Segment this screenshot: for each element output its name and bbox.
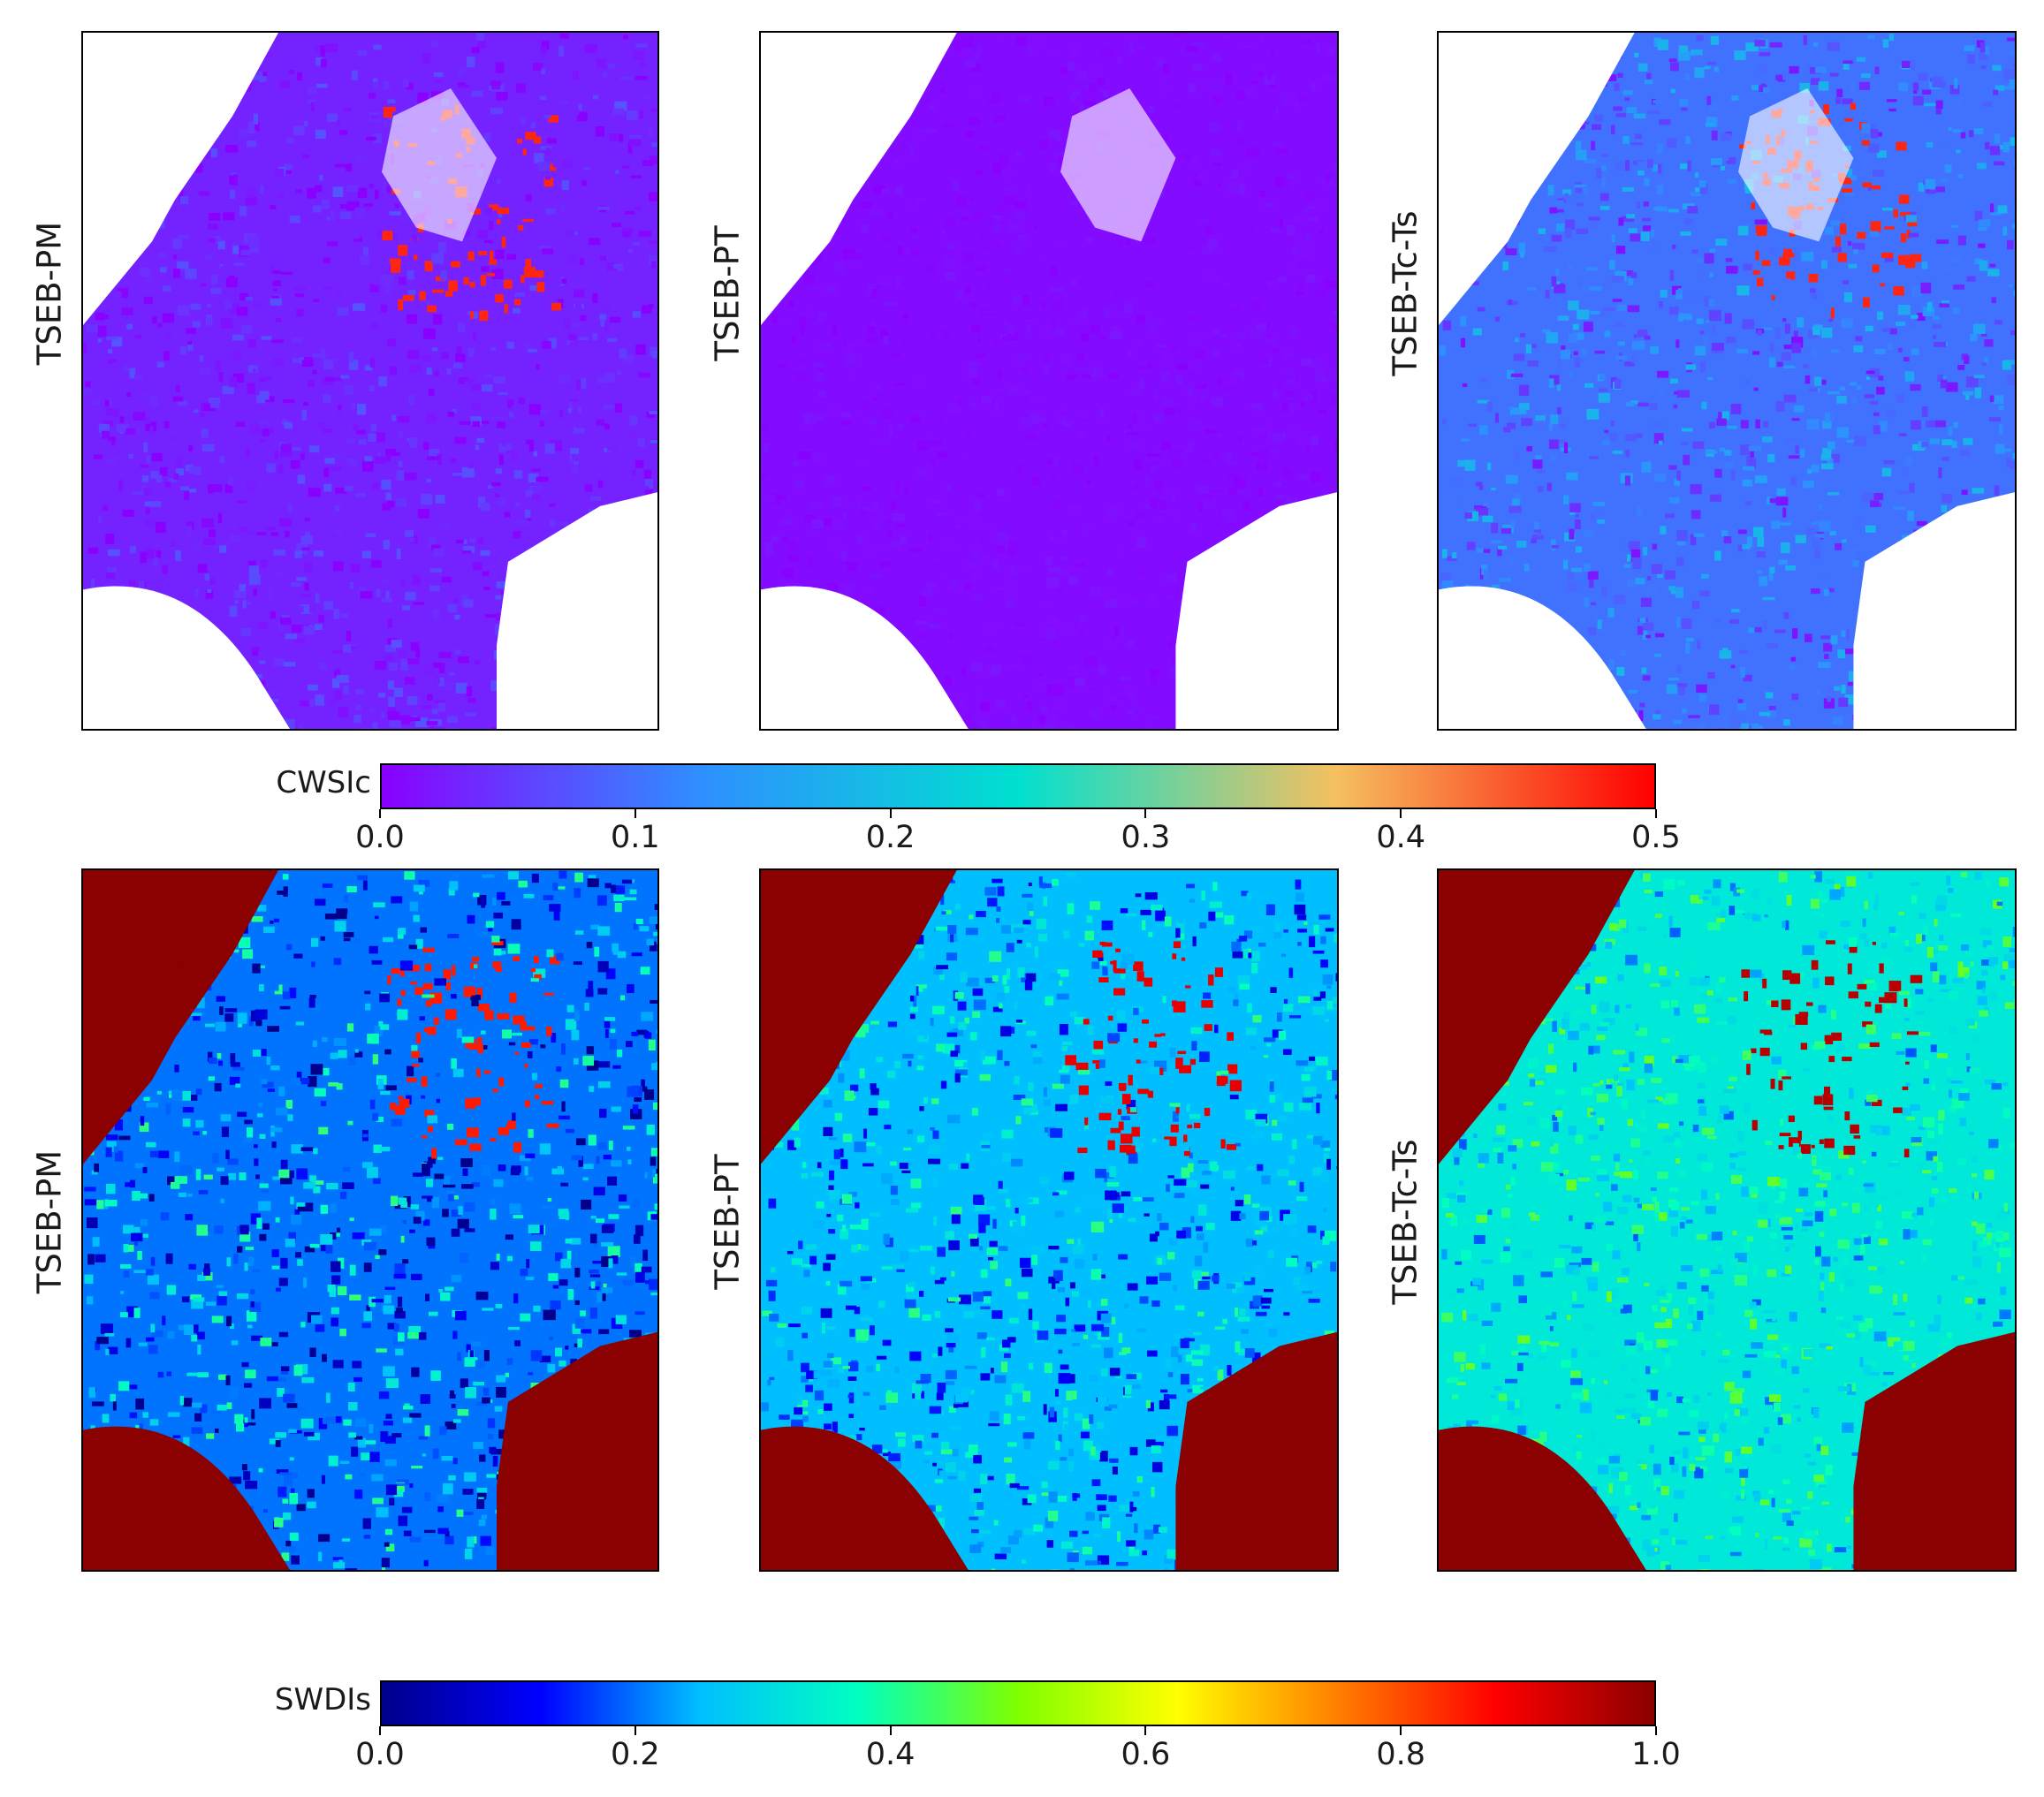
top-panel-1-label: TSEB-PM <box>30 221 69 366</box>
top-map-tseb-tc-ts-urban-gap <box>1738 88 1854 242</box>
swdis-colorbar <box>380 1680 1656 1726</box>
swdis-tick-label: 0.6 <box>1121 1737 1171 1772</box>
bottom-map-tseb-tc-ts-water-southwest <box>1439 1426 1646 1570</box>
top-map-tseb-pt <box>759 31 1339 731</box>
swdis-tickmark <box>1655 1726 1657 1735</box>
cwsic-tick-label: 0.5 <box>1631 820 1681 855</box>
top-map-tseb-tc-ts-svg <box>1439 33 2015 729</box>
cwsic-tickmark <box>379 809 381 818</box>
swdis-tick-label: 0.4 <box>865 1737 916 1772</box>
swdis-tick-label: 0.8 <box>1376 1737 1426 1772</box>
cwsic-tickmark <box>634 809 636 818</box>
swdis-tick-label: 0.0 <box>355 1737 405 1772</box>
cwsic-tickmark <box>1655 809 1657 818</box>
bottom-map-tseb-pm-water-inlet <box>129 898 209 997</box>
cwsic-tickmark <box>1400 809 1402 818</box>
top-map-tseb-tc-ts-water-inlet <box>1485 60 1566 158</box>
bottom-map-tseb-pt-water-northwest <box>761 870 957 1164</box>
swdis-tick-label: 0.2 <box>610 1737 660 1772</box>
top-map-tseb-pm-water-southwest <box>83 586 290 729</box>
bottom-map-tseb-pm-svg <box>83 870 657 1570</box>
top-map-tseb-pt-water-inlet <box>807 60 888 158</box>
top-map-tseb-pt-water-southeast <box>1175 492 1337 729</box>
top-map-tseb-tc-ts-water-southeast <box>1853 492 2015 729</box>
top-panel-3-label: TSEB-Tc-Ts <box>1386 210 1425 376</box>
bottom-panel-2-label: TSEB-PT <box>708 1154 747 1290</box>
top-map-tseb-pm-urban-gap <box>382 88 497 242</box>
bottom-panel-1-label: TSEB-PM <box>30 1149 69 1294</box>
bottom-map-tseb-pm-water-southeast <box>497 1331 657 1570</box>
top-panel-2-label: TSEB-PT <box>708 225 747 361</box>
bottom-map-tseb-pm <box>81 868 659 1572</box>
top-map-tseb-pm-water-southeast <box>497 492 657 729</box>
top-map-tseb-pm-svg <box>83 33 657 729</box>
bottom-map-tseb-tc-ts-water-northwest <box>1439 870 1635 1164</box>
bottom-map-tseb-tc-ts <box>1437 868 2017 1572</box>
bottom-map-tseb-tc-ts-water-inlet <box>1485 898 1566 997</box>
cwsic-tickmark <box>889 809 892 818</box>
bottom-map-tseb-pt-water-southwest <box>761 1426 969 1570</box>
top-map-tseb-tc-ts <box>1437 31 2017 731</box>
cwsic-tick-label: 0.3 <box>1121 820 1171 855</box>
bottom-map-tseb-pm-water-northwest <box>83 870 278 1164</box>
cwsic-colorbar <box>380 763 1656 809</box>
cwsic-tick-label: 0.2 <box>865 820 916 855</box>
top-map-tseb-pt-texture <box>761 33 1337 729</box>
cwsic-tick-label: 0.0 <box>355 820 405 855</box>
swdis-tickmark <box>1144 1726 1147 1735</box>
top-map-tseb-pm <box>81 31 659 731</box>
top-map-tseb-pt-svg <box>761 33 1337 729</box>
swdis-tick-label: 1.0 <box>1631 1737 1681 1772</box>
top-map-tseb-tc-ts-water-northwest <box>1439 33 1635 325</box>
bottom-map-tseb-pt-svg <box>761 870 1337 1570</box>
swdis-tickmark <box>889 1726 892 1735</box>
swdis-tickmark <box>1400 1726 1402 1735</box>
cwsic-colorbar-label: CWSIc <box>276 765 371 800</box>
swdis-tickmark <box>379 1726 381 1735</box>
top-map-tseb-pm-water-northwest <box>83 33 278 325</box>
top-map-tseb-pt-water-northwest <box>761 33 957 325</box>
bottom-map-tseb-tc-ts-water-southeast <box>1853 1331 2015 1570</box>
cwsic-tickmark <box>1144 809 1147 818</box>
swdis-colorbar-label: SWDIs <box>274 1682 371 1717</box>
top-map-tseb-pt-water-southwest <box>761 586 969 729</box>
swdis-tickmark <box>634 1726 636 1735</box>
cwsic-tick-label: 0.4 <box>1376 820 1426 855</box>
bottom-panel-3-label: TSEB-Tc-Ts <box>1386 1139 1425 1305</box>
top-map-tseb-tc-ts-water-southwest <box>1439 586 1646 729</box>
bottom-map-tseb-tc-ts-svg <box>1439 870 2015 1570</box>
bottom-map-tseb-pm-water-southwest <box>83 1426 290 1570</box>
bottom-map-tseb-pt-water-inlet <box>807 898 888 997</box>
bottom-map-tseb-pt-water-southeast <box>1175 1331 1337 1570</box>
top-map-tseb-pm-water-inlet <box>129 60 209 158</box>
cwsic-tick-label: 0.1 <box>610 820 660 855</box>
top-map-tseb-pt-urban-gap <box>1060 88 1176 242</box>
bottom-map-tseb-pt <box>759 868 1339 1572</box>
